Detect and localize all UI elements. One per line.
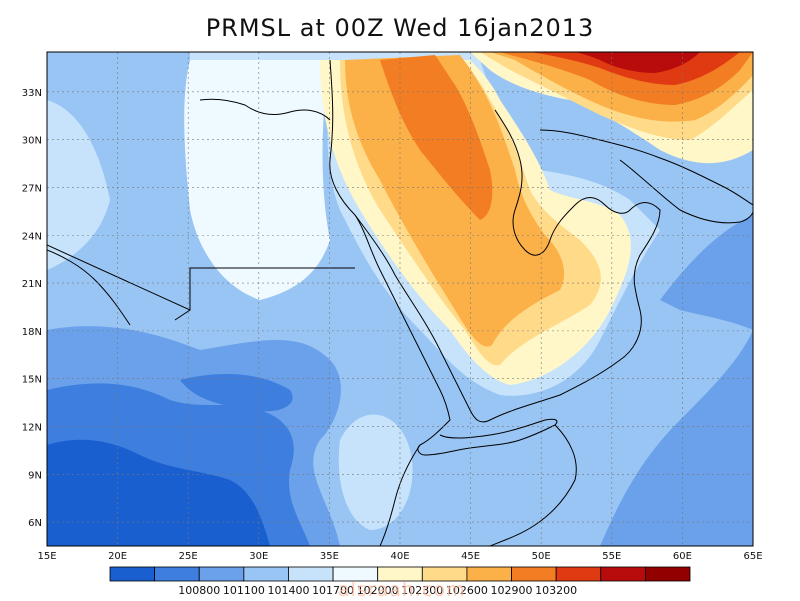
lat-tick-label: 21N (22, 279, 42, 290)
color-legend (109, 566, 691, 582)
lat-tick-label: 9N (28, 470, 42, 481)
pressure-band-102300-west (184, 60, 330, 300)
lon-tick-label: 20E (108, 551, 127, 562)
pressure-band-104100-ne (575, 52, 700, 73)
color-legend-swatch (154, 566, 200, 582)
color-legend-swatch (511, 566, 557, 582)
color-legend-label: 102600 (446, 584, 488, 597)
lat-tick-label: 30N (22, 136, 42, 147)
color-legend-label: 102300 (401, 584, 443, 597)
lat-tick-label: 24N (22, 231, 42, 242)
pressure-band-101400-east (600, 330, 753, 546)
lon-tick-label: 65E (743, 551, 762, 562)
grid-lines (47, 52, 753, 546)
color-legend-label: 101700 (312, 584, 354, 597)
color-legend-labels: 100800 101100 101400 101700 102000 102300 1026… (178, 584, 577, 597)
lon-tick-label: 35E (320, 551, 339, 562)
color-legend-label: 100800 (178, 584, 220, 597)
color-legend-swatch (109, 566, 156, 582)
color-legend-swatch (288, 566, 334, 582)
lon-tick-label: 25E (179, 551, 198, 562)
map-title: PRMSL at 00Z Wed 16jan2013 (205, 14, 595, 42)
pressure-band-102000-ethiopia (338, 414, 413, 530)
pressure-band-102000-west (47, 100, 110, 270)
lat-tick-label: 33N (22, 88, 42, 99)
lon-tick-labels: 15E 20E 25E 30E 35E 40E 45E 50E 55E 60E 65E (37, 551, 762, 562)
color-legend-label: 101400 (267, 584, 309, 597)
lat-tick-label: 18N (22, 327, 42, 338)
lat-tick-label: 6N (28, 518, 42, 529)
color-legend-swatch (644, 566, 691, 582)
lat-tick-label: 12N (22, 422, 42, 433)
plot-frame (46, 51, 754, 547)
lon-tick-label: 45E (461, 551, 480, 562)
lon-tick-label: 30E (249, 551, 268, 562)
watermark: alsraah.com (338, 579, 466, 601)
lat-tick-labels: 33N 30N 27N 24N 21N 18N 15N 12N 9N 6N (22, 88, 42, 529)
lon-tick-label: 15E (37, 551, 56, 562)
color-legend-label: 101100 (223, 584, 265, 597)
pressure-band-100800 (47, 439, 270, 546)
lon-tick-label: 40E (390, 551, 409, 562)
color-legend-label: 102900 (491, 584, 533, 597)
color-legend-swatch (466, 566, 512, 582)
lon-tick-label: 55E (602, 551, 621, 562)
color-legend-label: 102000 (357, 584, 399, 597)
lon-tick-label: 60E (673, 551, 692, 562)
color-legend-swatch (600, 566, 646, 582)
lat-tick-label: 27N (22, 183, 42, 194)
color-legend-swatch (243, 566, 289, 582)
color-legend-swatch (198, 566, 245, 582)
lon-tick-label: 50E (532, 551, 551, 562)
color-legend-label: 103200 (535, 584, 577, 597)
color-legend-swatch (555, 566, 602, 582)
pressure-band-101400-ne (660, 215, 753, 330)
pressure-band-103200 (380, 55, 493, 220)
coastlines (47, 59, 753, 546)
pressure-band-101100-b (180, 374, 293, 412)
lat-tick-label: 15N (22, 375, 42, 386)
